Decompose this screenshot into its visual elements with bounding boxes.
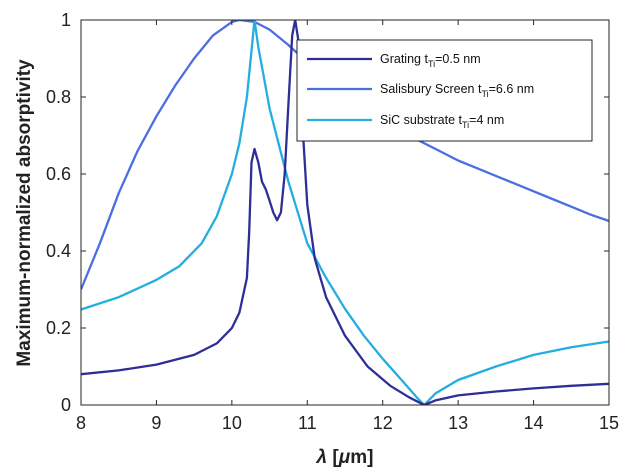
legend-grating-rest: =0.5 nm (435, 52, 481, 66)
x-tick-label: 14 (524, 413, 544, 433)
x-tick-label: 12 (373, 413, 393, 433)
x-tick-label: 15 (599, 413, 619, 433)
legend-grating-main: Grating t (380, 52, 428, 66)
x-axis-title-open: [ (327, 447, 339, 468)
legend-sic-rest: =4 nm (469, 113, 504, 127)
legend-grating-sub: Ti (428, 59, 435, 69)
y-tick-label: 0.6 (46, 164, 71, 184)
y-tick-label: 0.8 (46, 87, 71, 107)
x-tick-label: 9 (151, 413, 161, 433)
y-tick-label: 0 (61, 395, 71, 415)
legend-salisbury-main: Salisbury Screen t (380, 82, 482, 96)
x-axis-title-mu: μ (338, 447, 351, 468)
legend-entry-sic: SiC substrate tTi=4 nm (380, 113, 504, 130)
x-tick-label: 8 (76, 413, 86, 433)
legend-sic-main: SiC substrate t (380, 113, 463, 127)
series-line-sic (81, 20, 609, 405)
legend-box (296, 39, 593, 142)
x-axis-title-symbol: λ (316, 447, 328, 468)
ticks-layer: 8 9 10 11 12 13 14 15 0 0.2 0.4 0.6 0.8 1 (46, 10, 619, 433)
legend-sic-sub: Ti (462, 120, 469, 130)
x-tick-label: 13 (448, 413, 468, 433)
legend: Grating tTi=0.5 nm Salisbury Screen tTi=… (296, 39, 593, 142)
y-axis-title: Maximum-normalized absorptivity (14, 59, 35, 367)
x-tick-label: 11 (298, 413, 317, 433)
plot-frame (80, 19, 610, 406)
legend-entry-salisbury: Salisbury Screen tTi=6.6 nm (380, 82, 534, 99)
x-axis-title: λ [μm] (316, 447, 374, 468)
legend-salisbury-sub: Ti (481, 89, 488, 99)
series-line-grating (81, 20, 609, 405)
x-axis-title-unit: m] (350, 447, 373, 468)
x-tick-label: 10 (222, 413, 242, 433)
y-tick-label: 0.4 (46, 241, 71, 261)
legend-salisbury-rest: =6.6 nm (489, 82, 535, 96)
legend-entry-grating: Grating tTi=0.5 nm (380, 52, 481, 69)
y-tick-label: 0.2 (46, 318, 71, 338)
y-tick-label: 1 (61, 10, 71, 30)
